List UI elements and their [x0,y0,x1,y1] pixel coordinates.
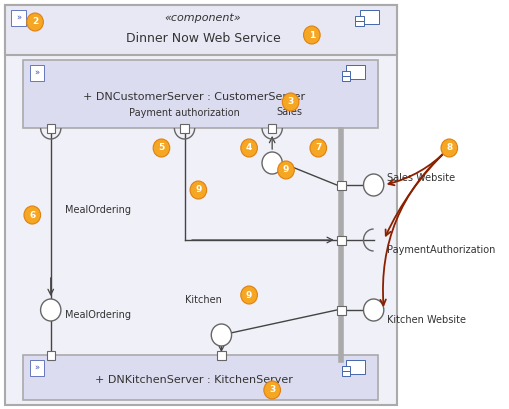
Text: Kitchen Website: Kitchen Website [387,315,466,325]
Bar [355,21,364,26]
Circle shape [282,93,299,111]
Text: 4: 4 [246,144,252,153]
Text: «component»: «component» [164,13,241,23]
Circle shape [441,139,458,157]
Text: 6: 6 [29,211,36,220]
Text: PaymentAuthorization: PaymentAuthorization [387,245,496,255]
Bar [360,10,379,25]
Text: Kitchen: Kitchen [185,295,221,305]
Bar [5,5,397,55]
Bar [47,124,55,133]
Circle shape [190,181,207,199]
Bar [337,306,346,315]
Text: »: » [16,13,21,22]
Text: MealOrdering: MealOrdering [65,310,131,320]
Text: 5: 5 [158,144,164,153]
Text: 8: 8 [446,144,453,153]
Circle shape [303,26,320,44]
Bar [342,371,350,375]
Bar [268,124,276,133]
Bar [337,236,346,245]
Text: Payment authorization: Payment authorization [129,108,240,118]
Circle shape [278,161,294,179]
Bar [30,360,44,376]
Text: 3: 3 [288,97,294,106]
Bar [346,65,365,79]
Bar [47,351,55,360]
Circle shape [363,174,384,196]
Text: Sales: Sales [277,107,303,117]
Text: 9: 9 [195,186,202,195]
Text: 7: 7 [315,144,322,153]
Text: + DNKitchenServer : KitchenServer: + DNKitchenServer : KitchenServer [95,375,293,385]
Bar [337,180,346,189]
Bar [342,76,350,81]
Bar [342,71,350,76]
Circle shape [41,299,61,321]
Bar [11,10,26,26]
Text: Sales Website: Sales Website [387,173,456,183]
Bar [180,124,189,133]
Bar [23,60,378,128]
Text: »: » [34,364,40,373]
Bar [346,360,365,374]
Circle shape [211,324,232,346]
Circle shape [27,13,43,31]
Circle shape [241,139,258,157]
Text: »: » [34,68,40,77]
Circle shape [262,152,282,174]
Bar [355,16,364,20]
Text: MealOrdering: MealOrdering [65,205,131,215]
Text: Dinner Now Web Service: Dinner Now Web Service [126,31,280,45]
Circle shape [153,139,170,157]
Circle shape [264,381,280,399]
Bar [23,355,378,400]
Circle shape [310,139,327,157]
Text: 9: 9 [283,166,289,175]
Circle shape [241,286,258,304]
Circle shape [24,206,41,224]
Bar [5,5,397,405]
Text: 3: 3 [269,386,275,395]
Bar [342,366,350,371]
Text: + DNCustomerServer : CustomerServer: + DNCustomerServer : CustomerServer [82,92,305,102]
Bar [30,65,44,81]
Text: 2: 2 [32,18,38,27]
Circle shape [363,299,384,321]
Bar [217,351,225,360]
Text: 1: 1 [309,31,315,40]
Text: 9: 9 [246,290,252,299]
